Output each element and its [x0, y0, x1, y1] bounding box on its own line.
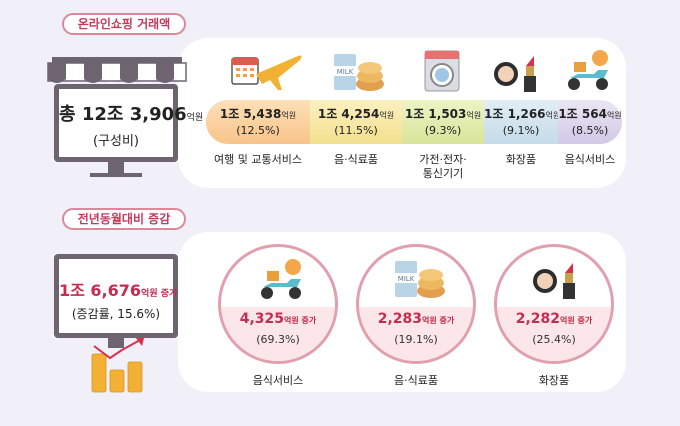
bar-segment-appliance: 1조 1,503억원 (9.3%) [402, 100, 484, 144]
monitor-stand [108, 162, 124, 174]
section2-title: 전년동월대비 증감 [62, 208, 186, 230]
coin-stack-chart-icon [91, 338, 144, 393]
increase-pct: (69.3%) [256, 333, 300, 346]
increase-value-unit: 억원 증가 [422, 316, 455, 325]
seg-value: 1조 564 [558, 107, 607, 121]
bar-segment-travel: 1조 5,438억원 (12.5%) [206, 100, 310, 144]
increase-value: 4,325 [239, 311, 285, 327]
seg-pct: (9.3%) [424, 124, 462, 137]
seg-unit: 억원 [281, 111, 297, 120]
seg-unit: 억원 [466, 111, 482, 120]
increase-value-unit: 억원 증가 [560, 316, 593, 325]
category-label: 가전·전자· 통신기기 [419, 153, 467, 180]
seg-unit: 억원 [379, 111, 395, 120]
bar-segment-delivery: 1조 564억원 (8.5%) [558, 100, 622, 144]
delivery-scooter-icon [261, 259, 301, 299]
monitor-stand [108, 338, 124, 348]
seg-unit: 억원 [545, 111, 561, 120]
section2-total: 1조 6,676억원 증가 (증감률, 15.6%) [59, 277, 177, 322]
increase-value: 2,283 [377, 311, 423, 327]
svg-text:MILK: MILK [398, 275, 415, 283]
storefront-awning-icon [47, 57, 187, 83]
increase-category-label: 음식서비스 [252, 374, 304, 387]
washing-machine-icon [424, 50, 460, 92]
svg-text:MILK: MILK [337, 68, 354, 76]
seg-unit: 억원 [606, 111, 622, 120]
milk-bread-icon: MILK [395, 261, 445, 298]
seg-pct: (12.5%) [236, 124, 280, 137]
category-label: 음·식료품 [334, 153, 378, 166]
category-label: 여행 및 교통서비스 [214, 153, 302, 166]
monitor-base [90, 173, 142, 177]
milk-bread-icon: MILK [334, 54, 384, 91]
seg-pct: (11.5%) [334, 124, 378, 137]
total-monitor [54, 84, 178, 162]
seg-value: 1조 4,254 [317, 107, 380, 121]
section1-title: 온라인쇼핑 거래액 [62, 13, 186, 35]
increase-circle-delivery: 4,325억원 증가 (69.3%) [218, 244, 338, 364]
increase-circle-food: MILK 2,283억원 증가 (19.1%) [356, 244, 476, 364]
category-label: 화장품 [505, 153, 537, 166]
increase-pct: (25.4%) [532, 333, 576, 346]
increase-amount: 1조 6,676 [59, 281, 142, 300]
seg-value: 1조 5,438 [219, 107, 282, 121]
category-label: 음식서비스 [564, 153, 616, 166]
increase-pct: (19.1%) [394, 333, 438, 346]
seg-pct: (9.1%) [502, 124, 540, 137]
lipstick-compact-icon [533, 263, 575, 299]
total-amount: 총 12조 3,906 [59, 104, 187, 125]
increase-rate: (증감률, 15.6%) [71, 307, 161, 321]
increase-value: 2,282 [515, 311, 561, 327]
increase-monitor [54, 254, 178, 338]
delivery-scooter-icon [568, 50, 608, 90]
increase-unit: 억원 증가 [141, 289, 178, 299]
airplane-calendar-icon [231, 55, 302, 90]
increase-value-unit: 억원 증가 [284, 316, 317, 325]
increase-category-label: 화장품 [538, 374, 570, 387]
increase-category-label: 음·식료품 [394, 374, 438, 387]
lipstick-compact-icon [494, 56, 536, 92]
increase-circle-cosmetics: 2,282억원 증가 (25.4%) [494, 244, 614, 364]
bar-segment-cosmetics: 1조 1,266억원 (9.1%) [484, 100, 561, 144]
total-sub: (구성비) [92, 134, 140, 149]
bar-segment-food: 1조 4,254억원 (11.5%) [310, 100, 402, 144]
seg-value: 1조 1,266 [484, 107, 546, 121]
seg-pct: (8.5%) [571, 124, 609, 137]
seg-value: 1조 1,503 [404, 107, 467, 121]
section1-total: 총 12조 3,906억원 (구성비) [59, 100, 203, 149]
total-unit: 억원 [186, 113, 204, 123]
